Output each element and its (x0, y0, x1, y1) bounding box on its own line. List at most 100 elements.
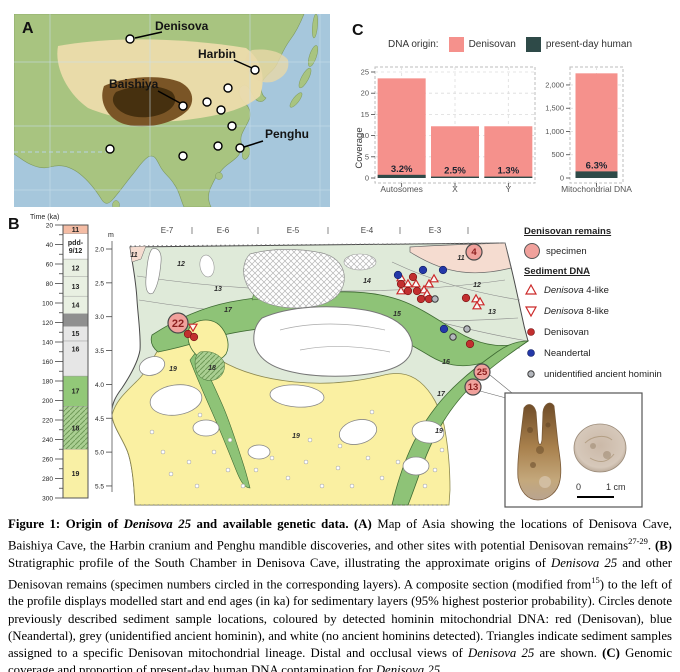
profile-drawing (111, 242, 530, 506)
time-tick-label: 280 (42, 476, 53, 483)
time-axis-title: Time (ka) (30, 214, 59, 221)
tooth-inset: 0 1 cm (504, 392, 643, 508)
site-marker (213, 141, 223, 151)
caption-segment: Map of Asia showing the locations of Den… (8, 517, 672, 553)
specimen-circle-13 (464, 378, 482, 396)
contamination-segment (377, 174, 426, 178)
depth-tick-label: 3.5 (95, 348, 104, 355)
caption-segment: 15 (591, 574, 600, 585)
site-marker-baishiya (178, 101, 188, 111)
contamination-pct-label: 6.3% (586, 160, 608, 171)
grid-column-label: E-4 (361, 226, 374, 235)
layer-number-label: 13 (214, 286, 222, 293)
contamination-pct-label: 3.2% (391, 164, 413, 175)
layer-number-label: 13 (488, 309, 496, 316)
denisova4-like-triangle (470, 293, 482, 303)
specimen-number: 22 (172, 318, 184, 330)
depth-tick-label: 4.0 (95, 382, 104, 389)
caption-segment: . (440, 663, 444, 672)
site-leader-line (243, 140, 264, 148)
depth-tick-label: 2.5 (95, 280, 104, 287)
layer-number-label: 17 (224, 307, 233, 314)
specimen-circle-icon (524, 243, 540, 259)
caption-segment: and other Denisovan remains (specimen nu… (8, 555, 673, 592)
specimen-number: 4 (471, 247, 477, 258)
denisovan-sample-dot (408, 272, 418, 282)
composite-layer-label: 11 (72, 227, 80, 234)
contamination-segment (575, 171, 618, 178)
caption-segment: Denisova 25 (375, 663, 441, 672)
unidentified-sample-dot (431, 295, 439, 303)
denisovan-sample-dot (465, 339, 475, 349)
layer-number-label: 19 (292, 433, 300, 440)
y-tick-label: 0 (365, 174, 369, 183)
y-tick-label: 10 (361, 131, 369, 140)
composite-section: 11 pdd-9/12 12 13 14 15 16 17 18 19 (62, 224, 89, 499)
legend-entry: Denisovan (524, 325, 676, 339)
composite-layer-17 (62, 375, 89, 407)
composite-layer-label: 18 (72, 425, 80, 432)
chart-legend-title: DNA origin: (388, 39, 439, 50)
specimen-markers: 4 22 25 13 (167, 243, 491, 396)
denisova4-like-triangle (395, 285, 407, 295)
category-label: Y (505, 184, 511, 194)
caption-segment: (B) (654, 538, 672, 553)
site-marker-harbin (250, 65, 260, 75)
panel-c-letter: C (352, 22, 364, 39)
grid-column-label: E-6 (217, 226, 230, 235)
caption-segment: and available genetic data. (191, 517, 355, 531)
caption-segment: . (647, 538, 655, 553)
denisova4-like-triangle (402, 278, 414, 288)
coverage-charts: Coverage 0 5 10 15 20 25 3.2% Autosomes 2.5% X 1.3… (354, 66, 632, 194)
bar-chart-0: 0 5 10 15 20 25 3.2% Autosomes 2.5% X 1.3% Y (361, 66, 536, 194)
composite-layer-pdd-9/12 (62, 233, 89, 260)
caption-segment: Denisova 25 (123, 517, 192, 531)
specimen-circle-4 (465, 243, 483, 261)
denisovan-sample-dot (396, 279, 406, 289)
composite-layer-19 (62, 449, 89, 499)
site-marker (216, 105, 226, 115)
y-tick-label: 1,500 (545, 104, 564, 113)
y-tick-label: 0 (560, 174, 564, 183)
site-marker (178, 151, 188, 161)
denisovan-sample-dot (403, 286, 413, 296)
bar-x (431, 126, 479, 178)
time-tick-label: 120 (42, 320, 53, 327)
layer-number-label: 18 (208, 365, 216, 372)
sediment-legend-items: Denisova 4-like Denisova 8-like Denisovan N… (524, 283, 676, 381)
composite-layer-label: 14 (72, 302, 80, 309)
layer-number-label: 14 (363, 278, 371, 285)
time-tick-label: 60 (46, 262, 54, 269)
site-marker-penghu (235, 143, 245, 153)
time-tick-label: 180 (42, 379, 53, 386)
composite-layer-band (62, 313, 89, 327)
y-tick-label: 15 (361, 110, 369, 119)
tooth-occlusal-view (573, 423, 627, 473)
time-tick-label: 140 (42, 340, 53, 347)
site-leader-line (134, 31, 163, 39)
profile-legend: Denisovan remains specimen Sediment DNA … (524, 226, 676, 388)
denisova4-like-triangle (428, 273, 440, 283)
tooth-distal-view (517, 402, 562, 501)
category-label: Mitochondrial DNA (561, 184, 632, 194)
depth-axis: m 2.0 2.5 3.0 3.5 4.0 4.5 5.0 5.5 (95, 232, 114, 492)
specimen-number: 25 (477, 367, 488, 378)
y-tick-label: 500 (551, 150, 564, 159)
y-tick-label: 2,000 (545, 80, 564, 89)
layer-number-label: 16 (442, 359, 450, 366)
grid-column-label: E-5 (287, 226, 300, 235)
chart-legend: DNA origin: Denisovan present-day human (388, 37, 632, 52)
category-label: Autosomes (380, 184, 423, 194)
y-tick-label: 25 (361, 68, 369, 77)
specimen-circle-25 (473, 363, 491, 381)
site-marker (223, 83, 233, 93)
specimen-legend-row: specimen (524, 243, 676, 259)
site-label-baishiya: Baishiya (109, 77, 159, 91)
depth-tick-label: 5.0 (95, 450, 104, 457)
depth-axis-title: m (108, 232, 114, 239)
time-tick-label: 80 (46, 281, 54, 288)
caption-segment: 27-29 (628, 536, 648, 547)
composite-layer-label: 17 (72, 389, 80, 396)
contamination-pct-label: 2.5% (444, 166, 466, 177)
legend-entry-name: present-day human (545, 39, 633, 50)
